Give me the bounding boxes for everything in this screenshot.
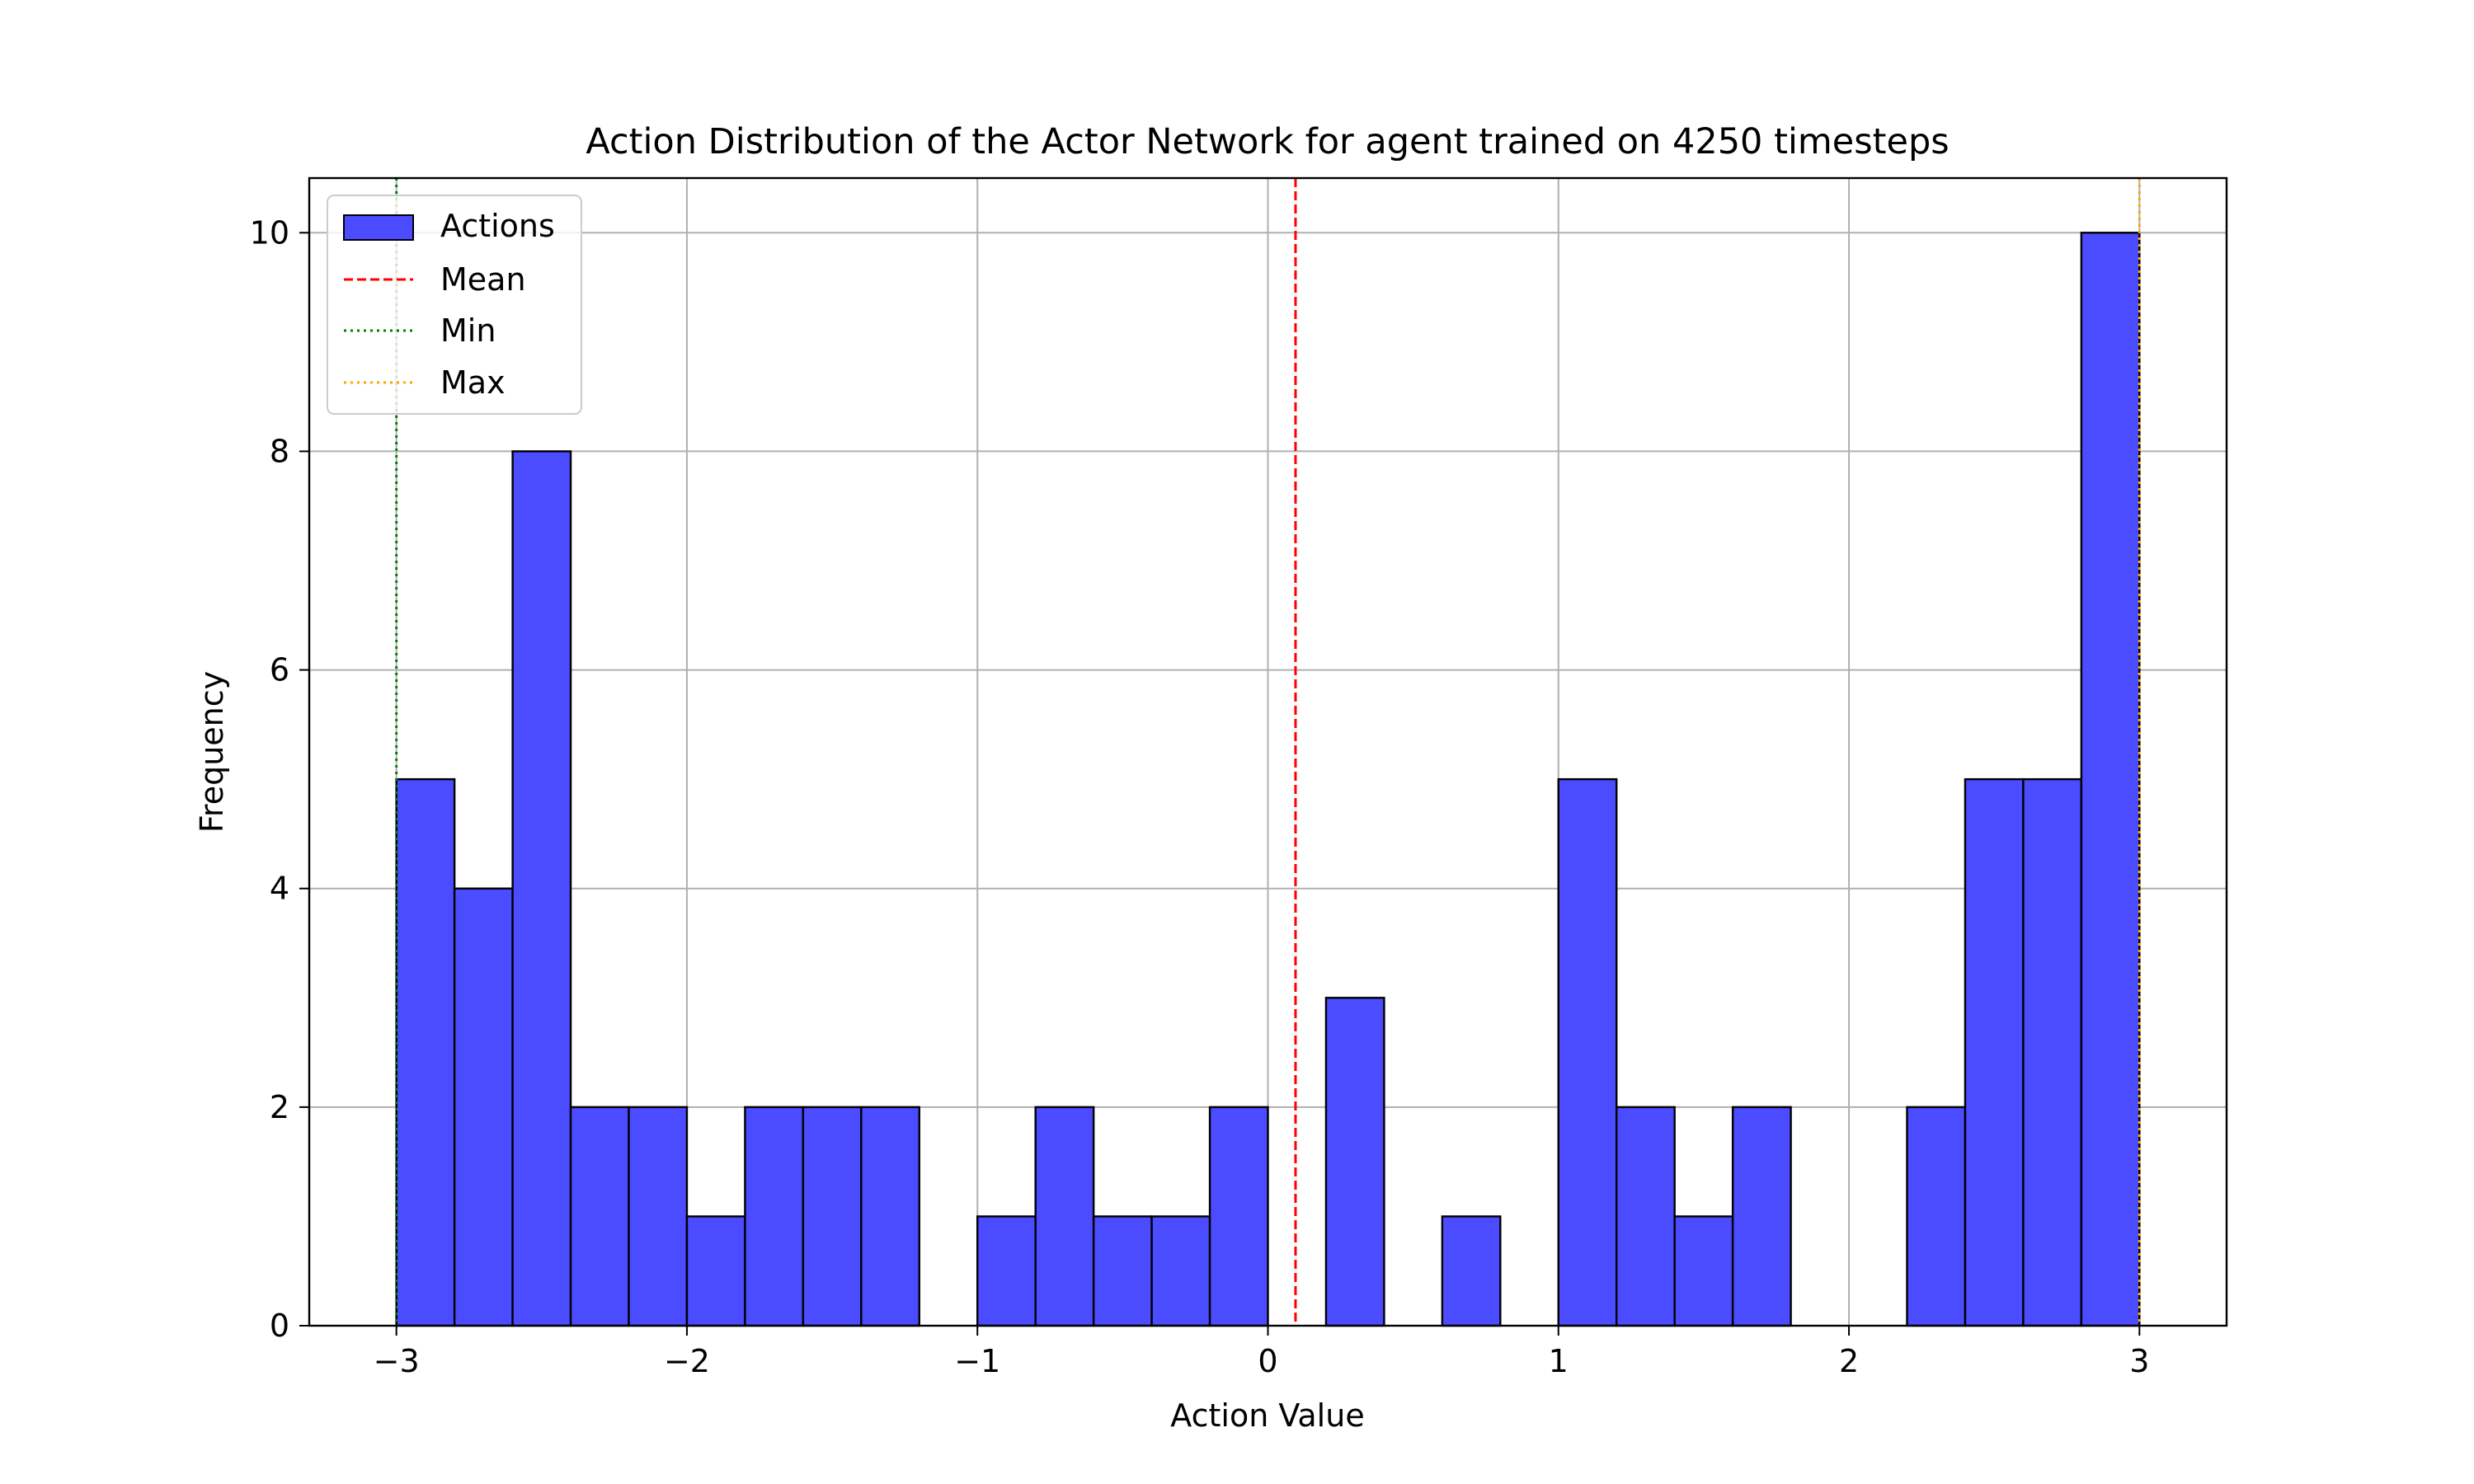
y-tick-label: 6 [270,652,289,688]
x-tick-label: 1 [1549,1343,1569,1379]
x-tick-label: 3 [2129,1343,2149,1379]
histogram-bar [1557,777,1618,1327]
y-axis-label: Frequency [194,671,230,833]
y-tick-label: 4 [270,871,289,907]
histogram-bar [860,1106,920,1327]
x-tick-label: −3 [374,1343,420,1379]
histogram-bar [1324,997,1385,1327]
histogram-bar [1208,1106,1269,1327]
histogram-bar [2080,232,2141,1327]
histogram-bar [802,1106,863,1327]
legend-box [327,195,582,415]
legend-label-min: Min [440,312,496,349]
histogram-bar [744,1106,805,1327]
legend-label-mean: Mean [440,261,526,298]
x-tick-label: −2 [664,1343,710,1379]
y-tick-label: 8 [270,433,289,469]
x-tick-label: 0 [1258,1343,1277,1379]
legend: Actions Mean Min Max [327,195,582,415]
histogram-bar [1092,1215,1153,1327]
histogram-bar [453,887,514,1327]
histogram-bar [1731,1106,1792,1327]
histogram-bar [1034,1106,1095,1327]
histogram-bar [2022,777,2083,1327]
histogram-bar [395,777,456,1327]
axis-ticks: −3 −2 −1 0 1 2 3 0 2 4 6 8 10 [250,214,2150,1379]
y-tick-label: 2 [270,1089,289,1125]
y-tick-label: 0 [270,1308,289,1344]
y-tick-label: 10 [250,214,289,251]
histogram-bar [1616,1106,1676,1327]
x-tick-label: 2 [1839,1343,1859,1379]
histogram-bar [628,1106,689,1327]
histogram-bar [976,1215,1037,1327]
histogram-bar [569,1106,630,1327]
x-tick-label: −1 [954,1343,1000,1379]
legend-swatch-actions [343,214,414,241]
x-axis-label: Action Value [1170,1397,1364,1434]
histogram-bar [1441,1215,1502,1327]
histogram-bar [685,1215,746,1327]
legend-label-max: Max [440,364,506,401]
chart-title: Action Distribution of the Actor Network… [586,121,1949,162]
histogram-bar [1150,1215,1211,1327]
histogram-bar [1673,1215,1734,1327]
histogram-bar [511,450,572,1327]
histogram-bar [1906,1106,1967,1327]
legend-label-actions: Actions [440,208,555,244]
histogram-bar [1964,777,2025,1327]
